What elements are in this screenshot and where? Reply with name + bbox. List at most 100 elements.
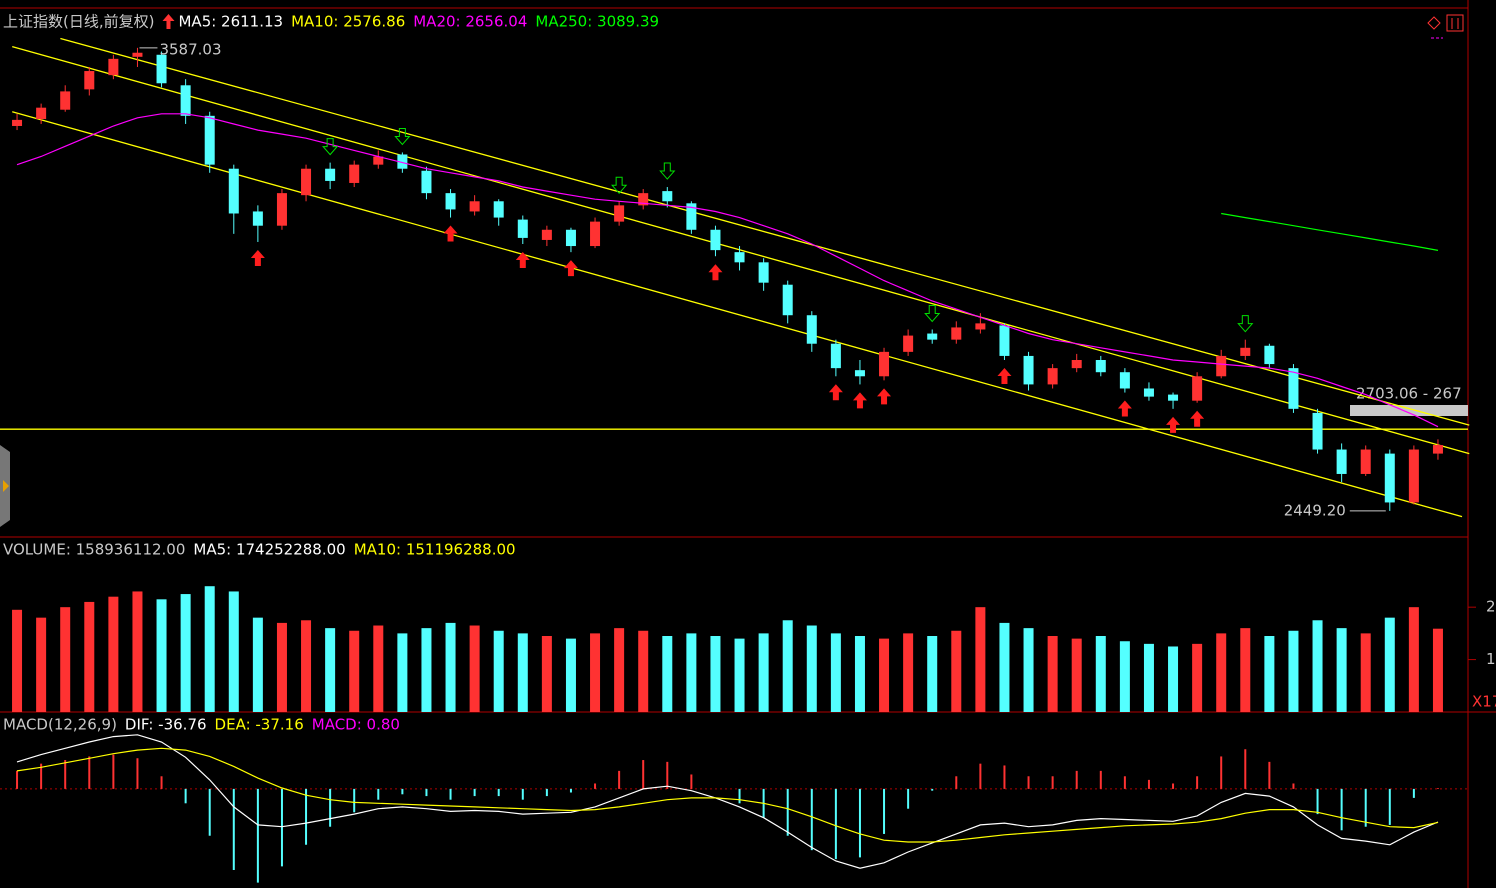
candle-body (1432, 445, 1443, 454)
candle-body (1384, 453, 1395, 503)
candle-body (614, 205, 625, 222)
legend-arrow (162, 14, 175, 29)
volume-bar (1384, 617, 1395, 712)
trend-line (12, 111, 1463, 518)
candle-body (830, 343, 841, 369)
buy-signal (708, 264, 723, 281)
candle-body (999, 325, 1010, 356)
volume-bar (204, 586, 215, 712)
candle-body (301, 168, 312, 196)
candle-body (710, 229, 721, 251)
volume-bar (180, 594, 191, 712)
candle-body (204, 115, 215, 165)
trend-line (60, 37, 1470, 426)
candle-body (445, 193, 456, 210)
candle-body (1047, 368, 1058, 385)
candle-body (228, 168, 239, 214)
candle-body (469, 201, 480, 212)
volume-bar (854, 636, 865, 712)
candle-body (782, 284, 793, 316)
volume-bar (686, 633, 697, 712)
volume-bar (469, 625, 480, 712)
candle-body (565, 229, 576, 247)
legend-item: MA5: 174252288.00 (193, 541, 345, 559)
volume-bar (325, 628, 336, 712)
volume-bar (1336, 628, 1347, 712)
candle-body (590, 221, 601, 247)
candle-body (1408, 449, 1419, 503)
volume-bar (60, 607, 71, 712)
candle-body (734, 252, 745, 263)
buy-signal (515, 252, 530, 269)
candle-body (1071, 360, 1082, 369)
volume-bar (999, 622, 1010, 712)
volume-bar (1047, 636, 1058, 712)
volume-bar (782, 620, 793, 712)
volume-bar (36, 617, 47, 712)
volume-bar (445, 622, 456, 712)
volume-bar (1095, 636, 1106, 712)
candle-body (1119, 372, 1130, 389)
candle-body (60, 91, 71, 110)
corner-icons[interactable] (1427, 14, 1464, 39)
candle-body (252, 211, 263, 226)
candle-body (975, 323, 986, 330)
macd-line (16, 734, 1439, 869)
volume-bar (1216, 633, 1227, 712)
candle-body (1336, 449, 1347, 474)
sell-signal (924, 304, 941, 323)
legend-item: MACD: 0.80 (312, 716, 400, 734)
candle-body (1264, 345, 1275, 365)
buy-signal (1190, 410, 1205, 427)
legend-item: DIF: -36.76 (125, 716, 207, 734)
candle-body (1095, 360, 1106, 373)
volume-bar (975, 607, 986, 712)
ma-line (16, 113, 1439, 428)
volume-bar (108, 596, 119, 712)
volume-bar (1432, 628, 1443, 712)
volume-bar (397, 633, 408, 712)
candle-body (517, 219, 528, 238)
volume-bar (373, 625, 384, 712)
candle-body (1168, 394, 1179, 401)
panel-title: VOLUME: 158936112.00 (3, 541, 185, 559)
volume-bar (517, 633, 528, 712)
volume-bar (12, 609, 23, 712)
range-bar (1350, 405, 1468, 416)
legend-item: MA250: 3089.39 (535, 13, 659, 31)
volume-bar (734, 638, 745, 712)
candle-body (84, 71, 95, 90)
volume-bar (421, 628, 432, 712)
corner-label: X17 (1472, 693, 1496, 711)
volume-bar (156, 599, 167, 712)
y-tick-label: 1 (1486, 650, 1496, 668)
volume-bar (132, 591, 143, 712)
candle-body (927, 333, 938, 340)
buy-signal (997, 368, 1012, 384)
candle-body (541, 229, 552, 240)
macd-line (16, 747, 1439, 843)
volume-bar (1119, 641, 1130, 712)
volume-bar (758, 633, 769, 712)
candle-body (854, 370, 865, 377)
volume-bar (927, 636, 938, 712)
range-label: 2703.06 - 267 (1356, 385, 1462, 403)
legend-item: DEA: -37.16 (215, 716, 304, 734)
panel-title: 上证指数(日线,前复权) (3, 13, 154, 31)
legend-item: MA5: 2611.13 (178, 13, 283, 31)
buy-signal (852, 392, 867, 409)
volume-bar (493, 630, 504, 712)
candle-body (373, 156, 384, 165)
sell-signal (659, 162, 676, 180)
volume-bar (84, 601, 95, 712)
candle-body (951, 327, 962, 340)
candle-body (638, 193, 649, 206)
side-tab[interactable] (0, 445, 10, 527)
volume-bar (541, 636, 552, 712)
volume-bar (662, 636, 673, 712)
trend-line (12, 46, 1470, 455)
candle-body (180, 85, 191, 116)
volume-bar (1071, 638, 1082, 712)
